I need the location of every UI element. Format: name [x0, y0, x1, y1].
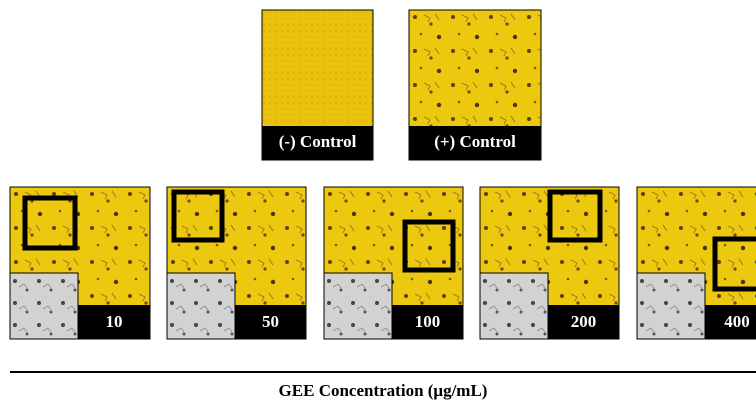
- positive-control: (+) Control: [409, 10, 541, 160]
- figure: (-) Control (+) Control 10 50 100 200: [0, 0, 756, 403]
- concentration-label: 50: [262, 312, 279, 331]
- axis-label: GEE Concentration (μg/mL): [279, 381, 488, 400]
- negative-control: (-) Control: [262, 10, 373, 160]
- inset: [324, 273, 392, 339]
- panel: 200: [480, 187, 619, 339]
- inset: [637, 273, 705, 339]
- panel: 100: [324, 187, 463, 339]
- concentration-label: 200: [571, 312, 597, 331]
- inset: [167, 273, 235, 339]
- concentration-label: 100: [415, 312, 441, 331]
- panel: 400: [637, 187, 756, 339]
- control-label: (-) Control: [279, 132, 357, 151]
- inset: [480, 273, 548, 339]
- panel: 10: [10, 187, 150, 339]
- inset: [10, 273, 78, 339]
- concentration-label: 400: [724, 312, 750, 331]
- panel: 50: [167, 187, 306, 339]
- control-label: (+) Control: [434, 132, 516, 151]
- concentration-label: 10: [106, 312, 123, 331]
